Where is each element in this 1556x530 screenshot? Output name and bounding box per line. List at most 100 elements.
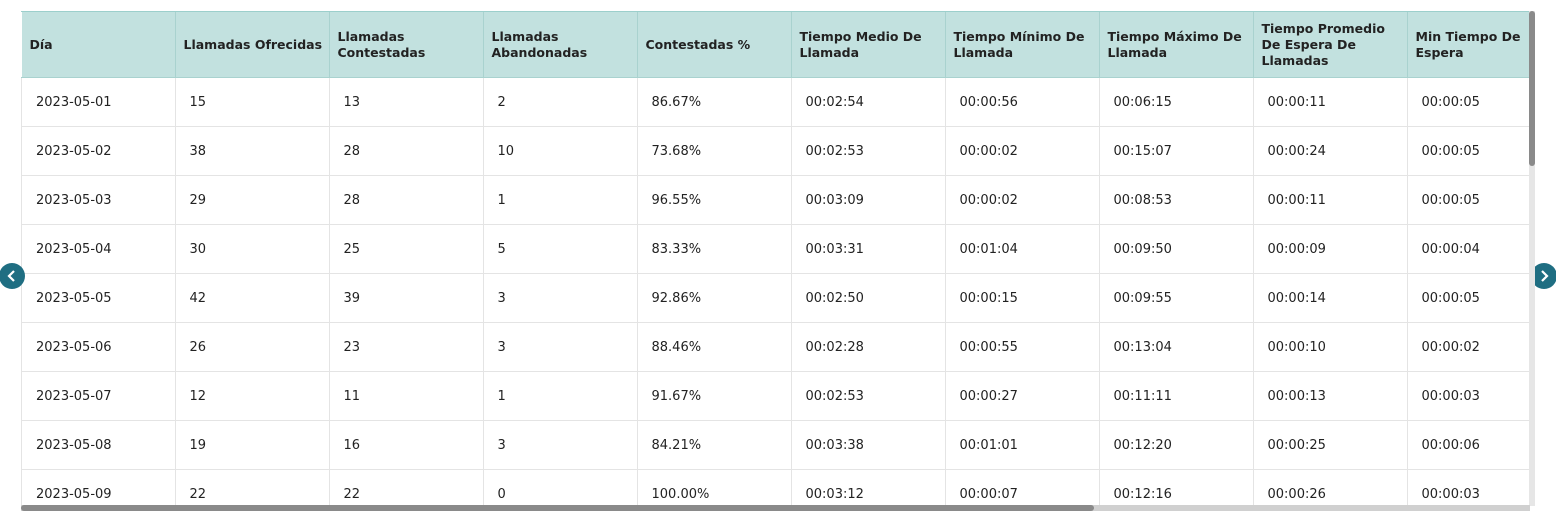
table-cell: 00:00:05 — [1407, 273, 1530, 323]
table-cell: 30 — [175, 224, 330, 274]
table-cell: 00:00:24 — [1253, 126, 1408, 176]
table-cell: 00:11:11 — [1099, 371, 1254, 421]
table-cell: 10 — [483, 126, 638, 176]
column-header[interactable]: Tiempo Promedio De Espera De Llamadas — [1253, 12, 1408, 78]
scroll-thumb[interactable] — [21, 505, 1094, 511]
table-cell: 83.33% — [637, 224, 792, 274]
table-row: 2023-05-07 12 11 1 91.67% 00:02:53 00:00:27 00:… — [21, 371, 1530, 421]
table-row: 2023-05-06 26 23 3 88.46% 00:02:28 00:00:55 00:… — [21, 322, 1530, 372]
column-header[interactable]: Llamadas Abandonadas — [483, 12, 638, 78]
table-cell: 91.67% — [637, 371, 792, 421]
table-cell: 92.86% — [637, 273, 792, 323]
column-header[interactable]: Día — [21, 12, 176, 78]
table-cell: 1 — [483, 371, 638, 421]
table-cell: 13 — [329, 77, 484, 127]
table-cell: 0 — [483, 469, 638, 507]
table-row: 2023-05-03 29 28 1 96.55% 00:03:09 00:00:02 00:… — [21, 175, 1530, 225]
table-cell: 22 — [175, 469, 330, 507]
table-cell: 88.46% — [637, 322, 792, 372]
table-cell: 00:00:02 — [945, 126, 1100, 176]
table-cell: 29 — [175, 175, 330, 225]
horizontal-scrollbar[interactable] — [21, 505, 1530, 511]
column-header[interactable]: Tiempo Medio De Llamada — [791, 12, 946, 78]
column-header[interactable]: Tiempo Mínimo De Llamada — [945, 12, 1100, 78]
table-cell: 2023-05-04 — [21, 224, 176, 274]
table-cell: 00:02:50 — [791, 273, 946, 323]
table-row: 2023-05-09 22 22 0 100.00% 00:03:12 00:00:07 00… — [21, 469, 1530, 507]
table-cell: 00:00:05 — [1407, 126, 1530, 176]
table-cell: 5 — [483, 224, 638, 274]
column-header[interactable]: Min Tiempo De Espera — [1407, 12, 1530, 78]
prev-icon — [7, 270, 15, 282]
table-body: 2023-05-01 15 13 2 86.67% 00:02:54 00:00:56 00:… — [21, 77, 1530, 507]
table-cell: 2 — [483, 77, 638, 127]
table-cell: 00:00:05 — [1407, 77, 1530, 127]
vertical-scrollbar[interactable] — [1529, 11, 1535, 506]
table-cell: 28 — [329, 126, 484, 176]
table-cell: 00:09:55 — [1099, 273, 1254, 323]
table-cell: 00:00:55 — [945, 322, 1100, 372]
table-cell: 00:02:54 — [791, 77, 946, 127]
table-row: 2023-05-01 15 13 2 86.67% 00:02:54 00:00:56 00:… — [21, 77, 1530, 127]
table-cell: 1 — [483, 175, 638, 225]
table-cell: 00:00:09 — [1253, 224, 1408, 274]
table-row: 2023-05-04 30 25 5 83.33% 00:03:31 00:01:04 00:… — [21, 224, 1530, 274]
table-cell: 19 — [175, 420, 330, 470]
table-cell: 26 — [175, 322, 330, 372]
table-cell: 3 — [483, 420, 638, 470]
prev-button[interactable] — [0, 263, 25, 289]
table-cell: 00:01:04 — [945, 224, 1100, 274]
table-cell: 00:06:15 — [1099, 77, 1254, 127]
table-cell: 00:12:16 — [1099, 469, 1254, 507]
table-cell: 00:00:06 — [1407, 420, 1530, 470]
table-cell: 3 — [483, 322, 638, 372]
column-header[interactable]: Tiempo Máximo De Llamada — [1099, 12, 1254, 78]
table-cell: 00:00:10 — [1253, 322, 1408, 372]
table-cell: 00:00:03 — [1407, 469, 1530, 507]
column-header[interactable]: Llamadas Contestadas — [329, 12, 484, 78]
table-cell: 3 — [483, 273, 638, 323]
table-container: Día Llamadas Ofrecidas Llamadas Contestada… — [21, 11, 1530, 507]
table-cell: 38 — [175, 126, 330, 176]
table-cell: 00:15:07 — [1099, 126, 1254, 176]
next-button[interactable] — [1531, 263, 1556, 289]
table-cell: 00:00:27 — [945, 371, 1100, 421]
table-cell: 28 — [329, 175, 484, 225]
column-header[interactable]: Llamadas Ofrecidas — [175, 12, 330, 78]
table-cell: 15 — [175, 77, 330, 127]
table-cell: 00:02:53 — [791, 371, 946, 421]
table-cell: 00:02:28 — [791, 322, 946, 372]
table-cell: 2023-05-03 — [21, 175, 176, 225]
table-cell: 00:03:12 — [791, 469, 946, 507]
table-cell: 2023-05-01 — [21, 77, 176, 127]
table-cell: 2023-05-08 — [21, 420, 176, 470]
data-table: Día Llamadas Ofrecidas Llamadas Contestada… — [21, 12, 1530, 507]
table-cell: 25 — [329, 224, 484, 274]
table-cell: 73.68% — [637, 126, 792, 176]
table-cell: 86.67% — [637, 77, 792, 127]
table-cell: 00:03:31 — [791, 224, 946, 274]
table-cell: 00:12:20 — [1099, 420, 1254, 470]
table-cell: 11 — [329, 371, 484, 421]
table-cell: 00:00:14 — [1253, 273, 1408, 323]
table-cell: 2023-05-07 — [21, 371, 176, 421]
table-cell: 96.55% — [637, 175, 792, 225]
next-icon — [1541, 270, 1549, 282]
table-cell: 00:00:04 — [1407, 224, 1530, 274]
table-row: 2023-05-02 38 28 10 73.68% 00:02:53 00:00:02 00… — [21, 126, 1530, 176]
column-header[interactable]: Contestadas % — [637, 12, 792, 78]
table-cell: 00:09:50 — [1099, 224, 1254, 274]
table-cell: 00:13:04 — [1099, 322, 1254, 372]
table-cell: 00:00:56 — [945, 77, 1100, 127]
table-cell: 00:01:01 — [945, 420, 1100, 470]
table-cell: 42 — [175, 273, 330, 323]
table-cell: 2023-05-05 — [21, 273, 176, 323]
table-cell: 22 — [329, 469, 484, 507]
table-cell: 00:00:07 — [945, 469, 1100, 507]
table-cell: 00:00:02 — [945, 175, 1100, 225]
table-cell: 00:00:15 — [945, 273, 1100, 323]
scroll-thumb[interactable] — [1529, 11, 1535, 166]
table-cell: 00:03:09 — [791, 175, 946, 225]
table-row: 2023-05-05 42 39 3 92.86% 00:02:50 00:00:15 00:… — [21, 273, 1530, 323]
table-cell: 23 — [329, 322, 484, 372]
